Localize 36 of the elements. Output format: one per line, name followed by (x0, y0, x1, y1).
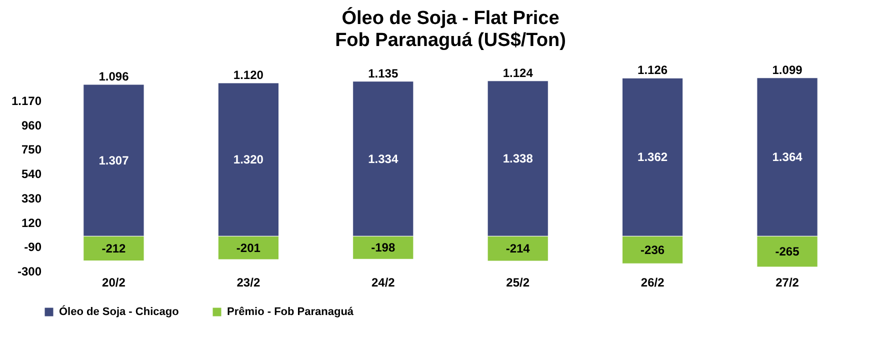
legend-label: Óleo de Soja - Chicago (59, 305, 180, 318)
y-tick-label: -90 (24, 240, 42, 254)
x-tick-label: 25/2 (506, 276, 530, 290)
y-tick-label: 330 (21, 191, 42, 206)
y-tick-label: 120 (21, 216, 42, 230)
total-label: 1.099 (772, 62, 803, 77)
x-tick-label: 23/2 (236, 276, 260, 290)
data-label: -201 (236, 240, 261, 255)
y-tick-label: 540 (21, 167, 42, 181)
total-label: 1.096 (98, 69, 130, 84)
data-label: -236 (640, 242, 665, 257)
total-label: 1.124 (502, 66, 534, 80)
total-label: 1.126 (638, 63, 668, 78)
y-tick-label: -300 (17, 264, 42, 278)
data-label: 1.320 (233, 152, 264, 167)
x-tick-label: 27/2 (776, 276, 800, 290)
x-tick-label: 20/2 (102, 276, 126, 290)
y-tick-label: 750 (21, 142, 42, 157)
data-label: 1.364 (772, 150, 803, 164)
x-tick-label: 24/2 (371, 276, 396, 290)
data-label: 1.338 (502, 152, 534, 166)
data-label: -212 (102, 241, 126, 256)
data-label: 1.307 (98, 153, 130, 168)
data-label: -214 (506, 242, 530, 256)
chart-title: Óleo de Soja - Flat Price (342, 6, 560, 29)
x-tick-label: 26/2 (640, 276, 665, 290)
data-label: -265 (775, 244, 800, 259)
legend-label: Prêmio - Fob Paranaguá (227, 306, 354, 318)
data-label: 1.362 (638, 150, 668, 164)
data-label: 1.334 (368, 152, 398, 166)
y-tick-label: 960 (21, 118, 42, 132)
total-label: 1.135 (368, 66, 398, 80)
data-label: -198 (371, 240, 396, 255)
y-tick-label: 1.170 (11, 94, 42, 108)
total-label: 1.120 (233, 68, 264, 82)
chart-subtitle: Fob Paranaguá (US$/Ton) (335, 30, 566, 51)
